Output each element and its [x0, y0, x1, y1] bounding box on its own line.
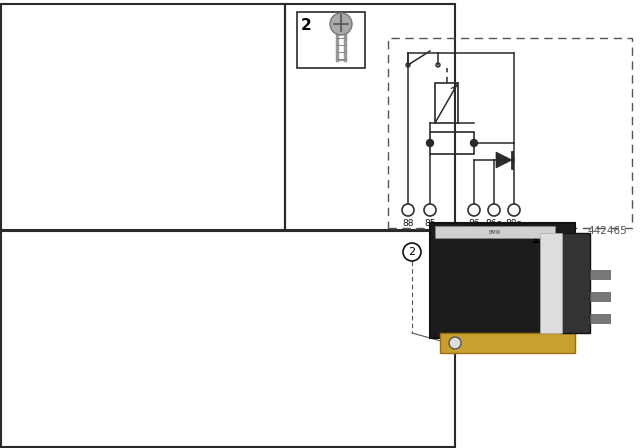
Circle shape [488, 204, 500, 216]
Text: 88a: 88a [506, 219, 522, 228]
Bar [560, 233, 590, 333]
Text: 442465: 442465 [588, 226, 627, 236]
Bar [285, 4, 455, 230]
Circle shape [508, 204, 520, 216]
Text: 86: 86 [468, 219, 480, 228]
Bar [590, 270, 610, 279]
Circle shape [402, 204, 414, 216]
Polygon shape [496, 152, 512, 168]
Bar [430, 223, 575, 338]
Circle shape [449, 337, 461, 349]
Circle shape [426, 139, 433, 146]
Text: 86c: 86c [486, 219, 502, 228]
Circle shape [330, 13, 352, 35]
Bar [435, 83, 458, 123]
Circle shape [403, 243, 421, 261]
Bar [440, 333, 575, 353]
Circle shape [468, 204, 480, 216]
Bar [435, 226, 555, 238]
Bar [540, 233, 562, 333]
Bar [1, 4, 285, 230]
Bar [1, 231, 455, 447]
Bar [297, 12, 365, 68]
Bar [590, 314, 610, 323]
Bar [388, 38, 632, 228]
Bar [430, 132, 474, 154]
Bar [590, 292, 610, 301]
Text: 2: 2 [408, 247, 415, 257]
Text: 1: 1 [530, 232, 540, 246]
Text: BMW: BMW [489, 229, 501, 234]
Text: 88: 88 [403, 219, 413, 228]
Text: 2: 2 [301, 18, 312, 33]
Text: 85: 85 [424, 219, 436, 228]
Circle shape [424, 204, 436, 216]
Circle shape [470, 139, 477, 146]
